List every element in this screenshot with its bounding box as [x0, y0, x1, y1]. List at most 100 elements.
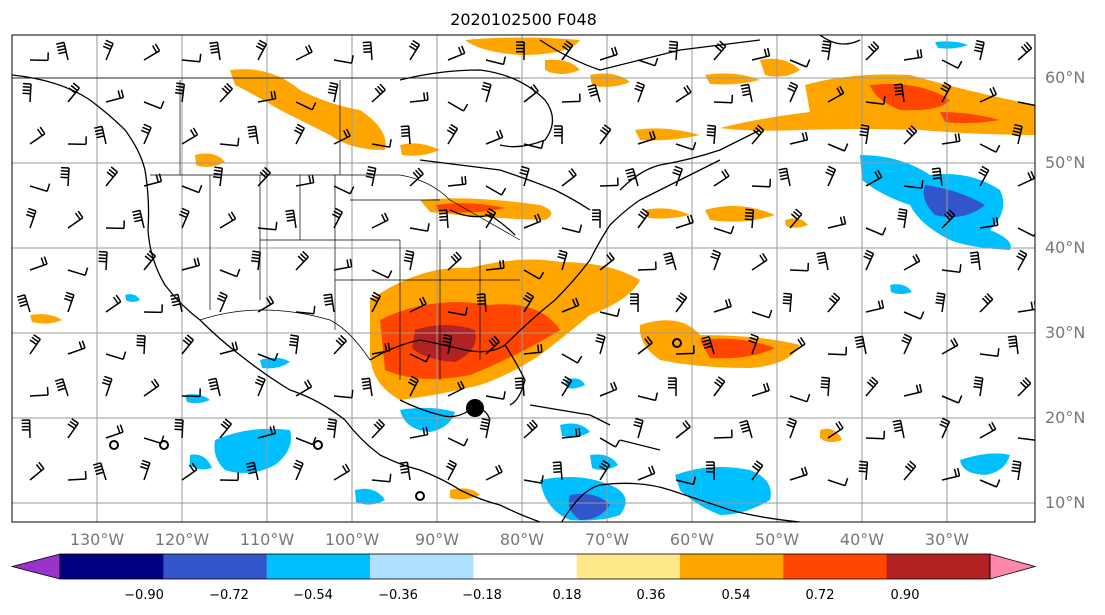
wind-barb — [181, 127, 199, 145]
wind-barb — [29, 256, 48, 271]
wind-barb — [143, 250, 156, 271]
wind-barb — [331, 207, 343, 229]
lat-label: 20°N — [1045, 408, 1086, 427]
wind-barb — [941, 264, 962, 273]
wind-barb — [897, 208, 908, 229]
wind-barb — [903, 49, 923, 61]
wind-barb — [408, 39, 421, 61]
wind-barb — [132, 209, 145, 229]
wind-barb — [441, 333, 453, 355]
wind-barb — [599, 308, 621, 318]
wind-barb — [979, 86, 997, 103]
wind-barb — [327, 81, 339, 103]
wind-barb — [979, 293, 994, 313]
wind-barb — [561, 93, 581, 103]
wind-barb — [903, 125, 918, 145]
wind-barb — [333, 55, 354, 64]
borders — [12, 77, 521, 380]
wind-barb — [25, 207, 37, 229]
wind-barb — [438, 209, 449, 229]
coastlines — [12, 35, 861, 522]
wind-barb — [143, 100, 165, 110]
wind-barb — [637, 208, 650, 229]
wind-barb — [637, 465, 656, 481]
wind-barb — [557, 249, 568, 271]
wind-barb — [903, 253, 921, 271]
wind-barb — [484, 207, 497, 229]
wind-barb — [1016, 249, 1028, 271]
wind-barb — [675, 420, 691, 439]
wind-barb — [409, 92, 429, 103]
wind-barb — [409, 426, 429, 439]
wind-barb — [174, 418, 184, 439]
wind-barb — [599, 124, 612, 145]
wind-barb — [92, 462, 107, 481]
wind-barb — [637, 392, 659, 402]
wind-barb — [523, 344, 543, 355]
wind-barb — [102, 39, 114, 61]
wind-barb — [60, 166, 70, 187]
wind-barb — [143, 304, 163, 314]
colorbar-segment — [60, 554, 164, 579]
wind-barb — [739, 419, 753, 439]
wind-barb — [561, 224, 583, 234]
wind-barb — [257, 352, 279, 362]
wind-barb — [94, 125, 107, 145]
wind-barb — [139, 459, 151, 481]
wind-barb — [514, 377, 525, 397]
wind-barb — [598, 459, 611, 481]
wind-barb — [295, 174, 315, 187]
wind-barb — [827, 420, 844, 439]
wind-barb — [941, 59, 963, 69]
wind-barb — [409, 223, 430, 232]
wind-barb — [523, 269, 545, 280]
lat-label: 50°N — [1045, 153, 1086, 172]
wind-barb — [1017, 437, 1035, 441]
wind-barb — [523, 84, 539, 103]
wind-barb — [67, 267, 89, 277]
wind-barb — [825, 165, 837, 187]
wind-barb — [143, 378, 160, 397]
wind-barb — [713, 225, 735, 235]
wind-barb — [599, 46, 618, 61]
wind-barb — [713, 40, 727, 61]
wind-barb — [209, 41, 221, 61]
wind-barb — [365, 165, 377, 187]
lat-label: 40°N — [1045, 238, 1086, 257]
wind-barb — [1017, 101, 1035, 107]
wind-barb — [827, 85, 845, 103]
colorbar-segment — [783, 554, 888, 579]
wind-barb — [447, 251, 462, 271]
wind-barb — [865, 41, 880, 61]
wind-barb — [561, 353, 583, 364]
wind-barb — [63, 291, 75, 313]
wind-barb — [561, 297, 580, 313]
wind-barb — [371, 473, 392, 483]
wind-barb — [820, 376, 831, 397]
wind-barb — [445, 459, 457, 481]
wind-barb — [979, 421, 997, 439]
wind-barb — [713, 298, 732, 313]
wind-barb — [865, 96, 886, 105]
colorbar-outline — [59, 553, 991, 580]
wind-barb — [208, 377, 221, 397]
colorbar-segment — [576, 554, 681, 579]
wind-barb — [941, 133, 961, 145]
wind-barb — [333, 334, 347, 355]
wind-barb — [362, 41, 373, 61]
wind-barb — [219, 82, 233, 103]
wind-barb — [675, 214, 694, 229]
wind-barb — [67, 418, 79, 439]
wind-barb — [751, 252, 768, 271]
station-markers — [109, 338, 682, 501]
lat-label: 60°N — [1045, 68, 1086, 87]
wind-barb — [219, 211, 237, 229]
wind-barb — [935, 292, 946, 313]
wind-barb — [854, 335, 867, 355]
wind-barb — [136, 334, 146, 355]
colorbar-tick: 0.54 — [721, 588, 751, 603]
wind-barb — [675, 84, 692, 103]
wind-barb — [637, 261, 657, 271]
wind-barb — [827, 143, 849, 152]
wind-barb — [789, 336, 806, 355]
